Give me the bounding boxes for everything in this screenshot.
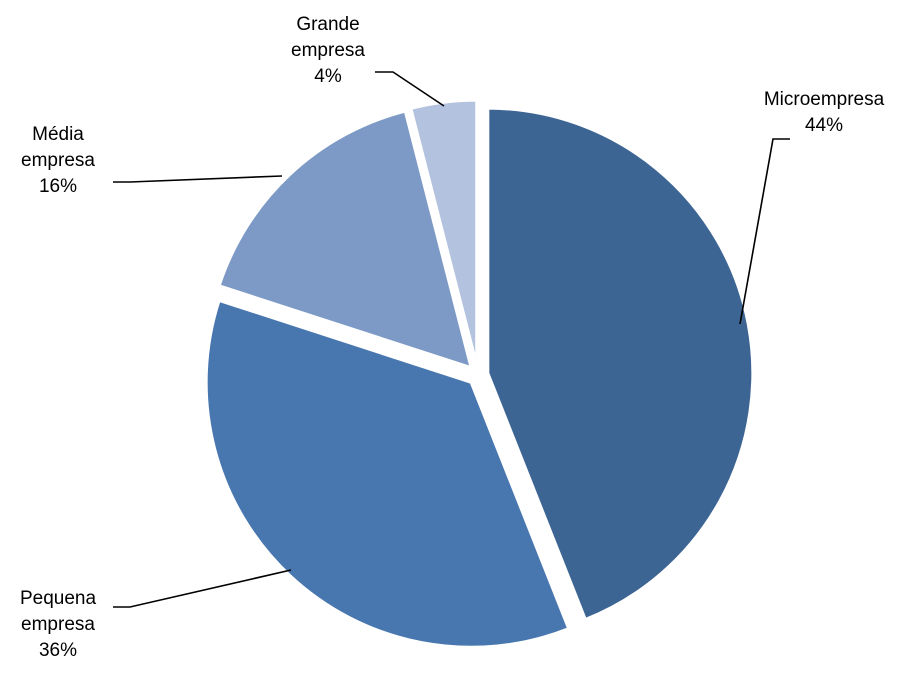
data-label-name-part: empresa <box>21 150 95 171</box>
data-label-value: 36% <box>39 640 77 661</box>
leader-line-m-dia-empresa <box>113 175 283 183</box>
pie-slice-m-dia-empresa <box>217 109 474 370</box>
data-label-name-part: Média <box>32 124 84 145</box>
pie-slice-grande-empresa <box>409 98 479 366</box>
labels-layer: Microempresa 44% Pequena empresa 36% Média emp… <box>20 14 885 661</box>
slices-layer <box>204 98 755 649</box>
leader-lines-layer <box>113 71 790 608</box>
data-label-name-part: Pequena <box>20 588 97 609</box>
data-label-m-dia-empresa: Média empresa 16% <box>21 124 95 197</box>
data-label-grande-empresa: Grande empresa 4% <box>291 14 365 87</box>
leader-line-grande-empresa <box>375 71 445 107</box>
data-label-value: 44% <box>805 115 843 136</box>
leader-line-microempresa <box>739 138 790 325</box>
data-label-name-part: empresa <box>21 614 95 635</box>
leader-line-pequena-empresa <box>113 569 292 608</box>
pie-slice-pequena-empresa <box>204 298 571 649</box>
data-label-name-part: empresa <box>291 40 365 61</box>
data-label-name-part: Microempresa <box>764 89 885 110</box>
data-label-value: 16% <box>39 176 77 197</box>
data-label-value: 4% <box>314 66 342 87</box>
data-label-microempresa: Microempresa 44% <box>764 89 885 136</box>
data-label-pequena-empresa: Pequena empresa 36% <box>20 588 97 661</box>
pie-slice-microempresa <box>486 106 755 622</box>
data-label-name-part: Grande <box>296 14 359 35</box>
